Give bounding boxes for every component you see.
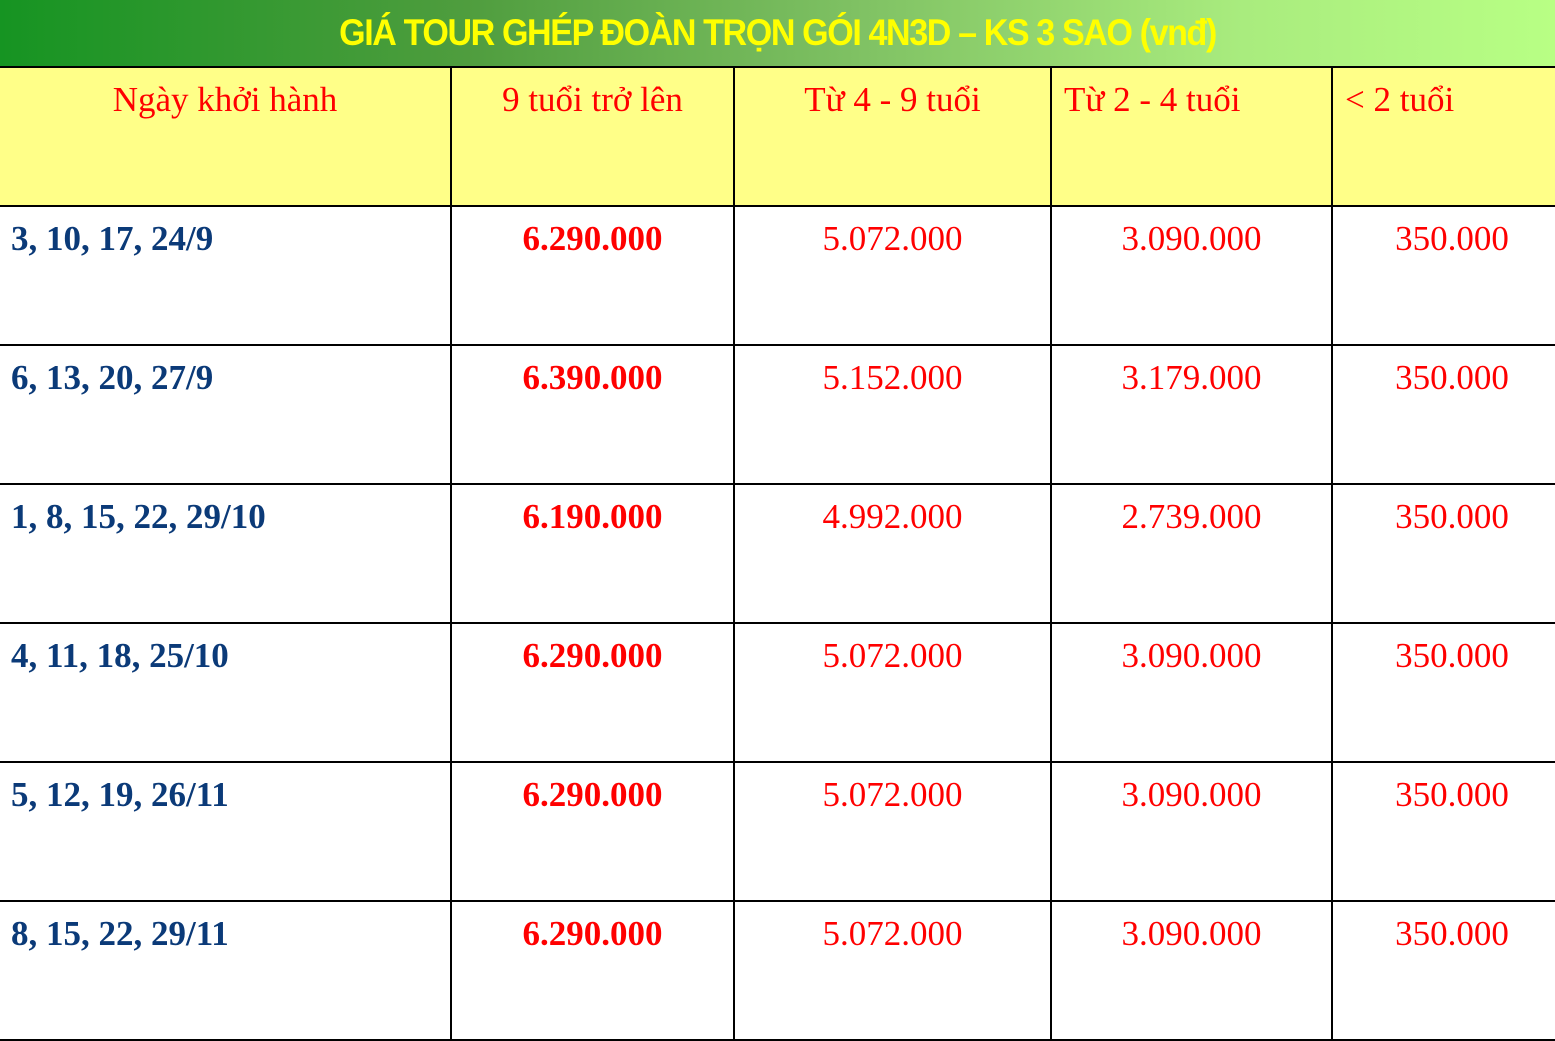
price-age-2-4: 3.090.000 [1050,205,1333,346]
price-age-under-2: 350.000 [1331,344,1555,485]
departure-date: 4, 11, 18, 25/10 [0,622,452,763]
table-row: 5, 12, 19, 26/11 6.290.000 5.072.000 3.090.… [0,761,1555,902]
price-age-2-4: 3.179.000 [1050,344,1333,485]
price-age-under-2: 350.000 [1331,761,1555,902]
table-row: 8, 15, 22, 29/11 6.290.000 5.072.000 3.090.… [0,900,1555,1041]
header-age-4-9: Từ 4 - 9 tuổi [733,66,1052,207]
table-row: 6, 13, 20, 27/9 6.390.000 5.152.000 3.179.0… [0,344,1555,485]
price-age-2-4: 3.090.000 [1050,900,1333,1041]
price-age-2-4: 3.090.000 [1050,761,1333,902]
table-title: GIÁ TOUR GHÉP ĐOÀN TRỌN GÓI 4N3D – KS 3 … [339,12,1217,53]
table-row: 1, 8, 15, 22, 29/10 6.190.000 4.992.000 2.7… [0,483,1555,624]
price-age-under-2: 350.000 [1331,483,1555,624]
price-age-9-plus: 6.290.000 [450,205,735,346]
header-age-under-2: < 2 tuổi [1331,66,1555,207]
departure-date: 5, 12, 19, 26/11 [0,761,452,902]
price-table: Ngày khởi hành 9 tuổi trở lên Từ 4 - 9 t… [0,66,1555,1041]
header-age-2-4: Từ 2 - 4 tuổi [1050,66,1333,207]
price-age-4-9: 5.072.000 [733,205,1052,346]
price-age-9-plus: 6.290.000 [450,900,735,1041]
price-age-4-9: 5.072.000 [733,900,1052,1041]
price-age-9-plus: 6.390.000 [450,344,735,485]
price-age-9-plus: 6.290.000 [450,761,735,902]
departure-date: 6, 13, 20, 27/9 [0,344,452,485]
departure-date: 3, 10, 17, 24/9 [0,205,452,346]
price-age-2-4: 2.739.000 [1050,483,1333,624]
price-age-4-9: 5.072.000 [733,761,1052,902]
departure-date: 1, 8, 15, 22, 29/10 [0,483,452,624]
price-age-under-2: 350.000 [1331,622,1555,763]
table-row: 4, 11, 18, 25/10 6.290.000 5.072.000 3.090.… [0,622,1555,763]
price-age-4-9: 5.152.000 [733,344,1052,485]
departure-date: 8, 15, 22, 29/11 [0,900,452,1041]
price-age-2-4: 3.090.000 [1050,622,1333,763]
price-age-4-9: 4.992.000 [733,483,1052,624]
table-title-banner: GIÁ TOUR GHÉP ĐOÀN TRỌN GÓI 4N3D – KS 3 … [0,0,1555,66]
price-age-under-2: 350.000 [1331,205,1555,346]
header-row: Ngày khởi hành 9 tuổi trở lên Từ 4 - 9 t… [0,66,1555,207]
header-departure-date: Ngày khởi hành [0,66,452,207]
price-age-under-2: 350.000 [1331,900,1555,1041]
price-age-9-plus: 6.190.000 [450,483,735,624]
price-age-4-9: 5.072.000 [733,622,1052,763]
header-age-9-plus: 9 tuổi trở lên [450,66,735,207]
table-row: 3, 10, 17, 24/9 6.290.000 5.072.000 3.090.0… [0,205,1555,346]
price-age-9-plus: 6.290.000 [450,622,735,763]
